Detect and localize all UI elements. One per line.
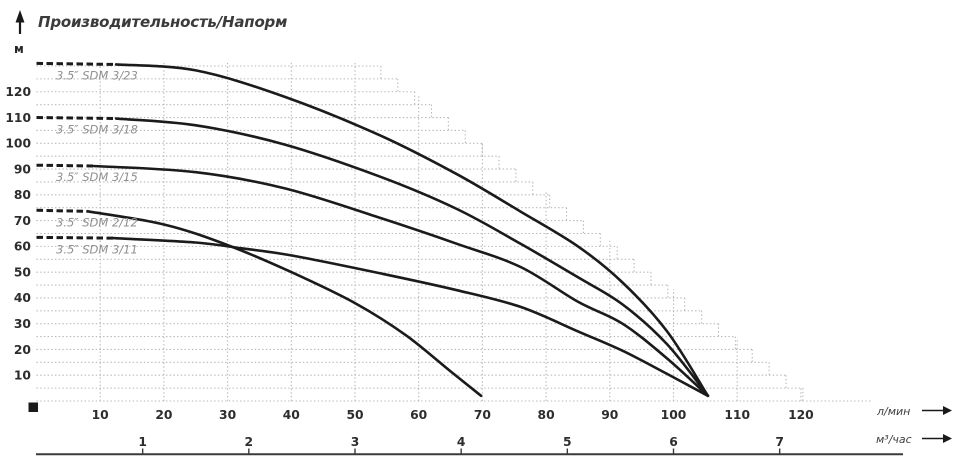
grid-dotted [36, 60, 871, 402]
y-tick-label: 50 [14, 265, 31, 279]
x-tick-label-lmin: 40 [283, 408, 300, 422]
y-tick-label: 20 [14, 343, 31, 357]
y-tick-label: 80 [14, 188, 31, 202]
y-tick-label: 60 [14, 240, 31, 254]
x-tick-label-lmin: 90 [601, 408, 618, 422]
x-axis-lmin-tick-labels: 10 20 30 40 50 60 70 80 90 100 110 120 [92, 408, 814, 422]
curve-dashed-start-sdm-2-12 [36, 208, 88, 213]
curve-label-sdm-3-11: 3.5″ SDM 3/11 [56, 242, 138, 256]
curve-dashed-start-sdm-3-18 [36, 116, 117, 121]
y-tick-label: 120 [5, 85, 31, 99]
x-axis-lmin-unit-label: л/мин [876, 405, 910, 418]
x-tick-label-lmin: 80 [538, 408, 555, 422]
curve-label-sdm-2-12: 3.5″ SDM 2/12 [56, 215, 138, 229]
curve-label-sdm-3-15: 3.5″ SDM 3/15 [56, 170, 138, 184]
x-axis-m3h-unit-label: м³/час [876, 433, 912, 446]
x-axis-m3h-scale: 1 2 3 4 5 6 7 [36, 435, 903, 456]
y-tick-label: 10 [14, 369, 31, 383]
y-tick-label: 30 [14, 317, 31, 331]
x-tick-label-lmin: 110 [724, 408, 750, 422]
curve-label-sdm-3-18: 3.5″ SDM 3/18 [56, 123, 138, 137]
curve-dashed-start-sdm-3-11 [36, 235, 113, 240]
y-tick-label: 100 [5, 137, 31, 151]
x-axis-lmin-arrow-icon [922, 406, 952, 415]
x-tick-label-lmin: 70 [474, 408, 491, 422]
curve-dashed-start-sdm-3-23 [36, 61, 117, 66]
x-tick-label-lmin: 10 [92, 408, 109, 422]
curve-sdm-3-15 [92, 164, 710, 398]
pump-curves [36, 61, 710, 398]
y-tick-label: 110 [5, 111, 31, 125]
x-tick-label-m3h: 1 [138, 435, 147, 449]
curve-sdm-3-18 [114, 117, 710, 398]
y-axis-unit-label: м [14, 42, 24, 56]
x-tick-label-lmin: 60 [410, 408, 427, 422]
y-tick-label: 70 [14, 214, 31, 228]
x-tick-label-lmin: 100 [661, 408, 687, 422]
x-tick-label-lmin: 50 [346, 408, 363, 422]
x-tick-label-m3h: 7 [775, 435, 784, 449]
y-tick-label: 40 [14, 291, 31, 305]
curve-label-sdm-3-23: 3.5″ SDM 3/23 [56, 68, 138, 82]
chart-title: Производительность/Напорм [38, 13, 287, 31]
curve-sdm-3-11 [111, 236, 710, 398]
x-tick-label-m3h: 3 [351, 435, 360, 449]
curve-sdm-3-23 [114, 63, 710, 398]
x-tick-label-lmin: 120 [788, 408, 814, 422]
origin-marker [28, 402, 38, 412]
x-tick-label-m3h: 2 [245, 435, 254, 449]
y-axis-arrow-icon [15, 10, 25, 34]
curve-dashed-start-sdm-3-15 [36, 163, 94, 168]
x-tick-label-m3h: 4 [457, 435, 466, 449]
curve-labels: 3.5″ SDM 3/23 3.5″ SDM 3/18 3.5″ SDM 3/15 3… [56, 68, 138, 256]
x-tick-label-m3h: 5 [563, 435, 572, 449]
y-tick-label: 90 [14, 162, 31, 176]
x-tick-label-lmin: 30 [219, 408, 236, 422]
x-tick-label-lmin: 20 [155, 408, 172, 422]
x-tick-label-m3h: 6 [669, 435, 678, 449]
x-axis-m3h-arrow-icon [922, 434, 952, 443]
curve-sdm-2-12 [86, 210, 483, 398]
y-axis-tick-labels: 10 20 30 40 50 60 70 80 90 100 110 120 [5, 85, 31, 382]
